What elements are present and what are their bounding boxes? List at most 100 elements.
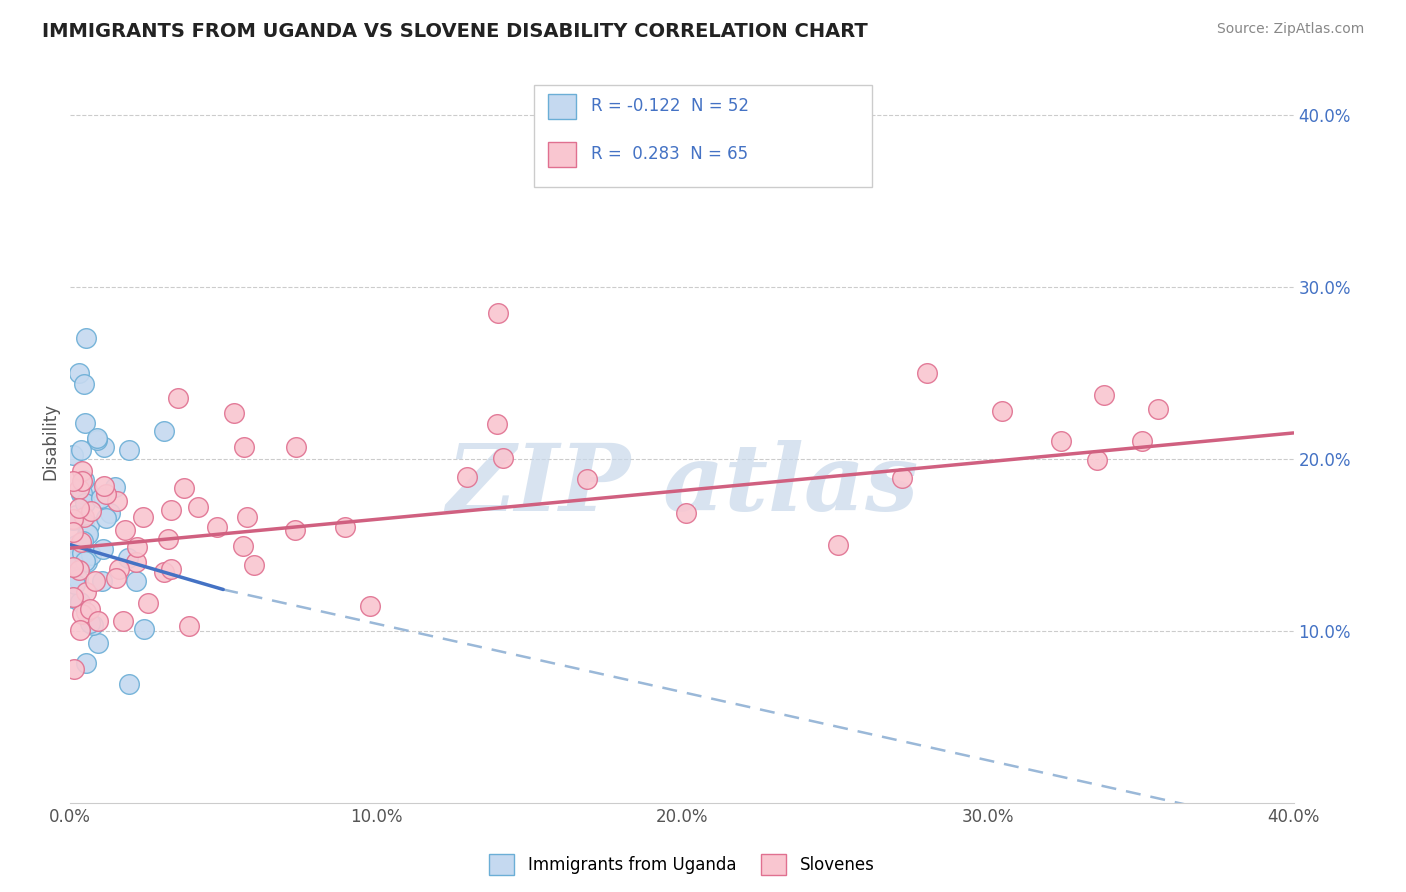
Point	[79, 601, 101, 615]
Text: ZIP atlas: ZIP atlas	[446, 440, 918, 530]
Point	[69, 623, 91, 637]
Point	[62, 591, 84, 606]
Point	[118, 442, 141, 457]
Point	[1085, 452, 1108, 467]
Point	[70, 442, 93, 457]
Point	[86, 431, 108, 445]
Point	[232, 539, 254, 553]
Point	[117, 550, 139, 565]
Point	[67, 501, 90, 516]
Point	[488, 305, 510, 319]
Text: R =  0.283  N = 65: R = 0.283 N = 65	[591, 145, 748, 163]
Point	[65, 508, 87, 522]
Point	[1130, 434, 1153, 449]
Point	[67, 563, 90, 577]
Point	[73, 515, 96, 529]
Point	[118, 677, 141, 691]
Point	[222, 406, 245, 420]
Point	[63, 662, 86, 676]
Point	[69, 595, 91, 609]
Point	[114, 523, 136, 537]
Point	[67, 572, 90, 586]
Point	[105, 494, 128, 508]
Point	[62, 512, 84, 526]
Point	[70, 607, 93, 621]
Point	[75, 495, 97, 509]
Point	[576, 472, 599, 486]
Point	[82, 617, 104, 632]
Point	[104, 480, 127, 494]
Point	[86, 434, 108, 448]
Point	[94, 487, 117, 501]
Point	[70, 546, 93, 560]
Point	[827, 538, 849, 552]
Point	[76, 527, 98, 541]
Point	[67, 482, 90, 496]
Point	[87, 636, 110, 650]
Point	[243, 558, 266, 573]
Point	[456, 470, 478, 484]
Point	[70, 486, 93, 500]
Point	[160, 502, 183, 516]
Point	[62, 513, 84, 527]
Point	[75, 656, 97, 670]
Point	[486, 417, 509, 432]
Point	[285, 440, 308, 454]
Point	[77, 518, 100, 533]
Point	[187, 500, 209, 515]
Point	[1050, 434, 1073, 449]
Point	[94, 510, 117, 524]
Point	[359, 599, 381, 613]
Point	[492, 450, 515, 465]
Point	[125, 574, 148, 588]
Text: IMMIGRANTS FROM UGANDA VS SLOVENE DISABILITY CORRELATION CHART: IMMIGRANTS FROM UGANDA VS SLOVENE DISABI…	[42, 22, 868, 41]
Point	[79, 615, 101, 630]
Point	[70, 539, 93, 553]
Point	[93, 479, 115, 493]
Point	[84, 574, 107, 589]
Point	[70, 487, 93, 501]
Point	[1092, 388, 1115, 402]
Point	[205, 520, 228, 534]
Point	[63, 577, 86, 591]
Legend: Immigrants from Uganda, Slovenes: Immigrants from Uganda, Slovenes	[482, 847, 882, 881]
Point	[233, 441, 256, 455]
Point	[236, 510, 259, 524]
Point	[104, 571, 127, 585]
Point	[62, 560, 84, 574]
Point	[93, 440, 115, 454]
Point	[62, 524, 84, 539]
Point	[890, 471, 912, 485]
Point	[79, 504, 101, 518]
Point	[62, 590, 84, 604]
Point	[167, 391, 190, 405]
Point	[73, 417, 96, 431]
Point	[62, 448, 84, 462]
Point	[90, 491, 112, 506]
Point	[75, 331, 97, 345]
Point	[76, 555, 98, 569]
Point	[73, 473, 96, 487]
Point	[69, 366, 91, 380]
Point	[136, 596, 159, 610]
Point	[152, 424, 174, 438]
Point	[132, 622, 155, 636]
Point	[284, 523, 307, 537]
Point	[72, 533, 94, 548]
Point	[87, 614, 110, 628]
Point	[127, 540, 149, 554]
Point	[108, 562, 131, 576]
Point	[62, 549, 84, 564]
Point	[77, 526, 100, 541]
Point	[156, 532, 179, 546]
Point	[132, 510, 155, 524]
Point	[66, 541, 89, 555]
Point	[75, 584, 97, 599]
Point	[73, 377, 96, 392]
Point	[70, 474, 93, 488]
Point	[62, 475, 84, 489]
Point	[173, 481, 195, 495]
Point	[65, 538, 87, 552]
Point	[915, 366, 938, 380]
Point	[111, 614, 134, 628]
